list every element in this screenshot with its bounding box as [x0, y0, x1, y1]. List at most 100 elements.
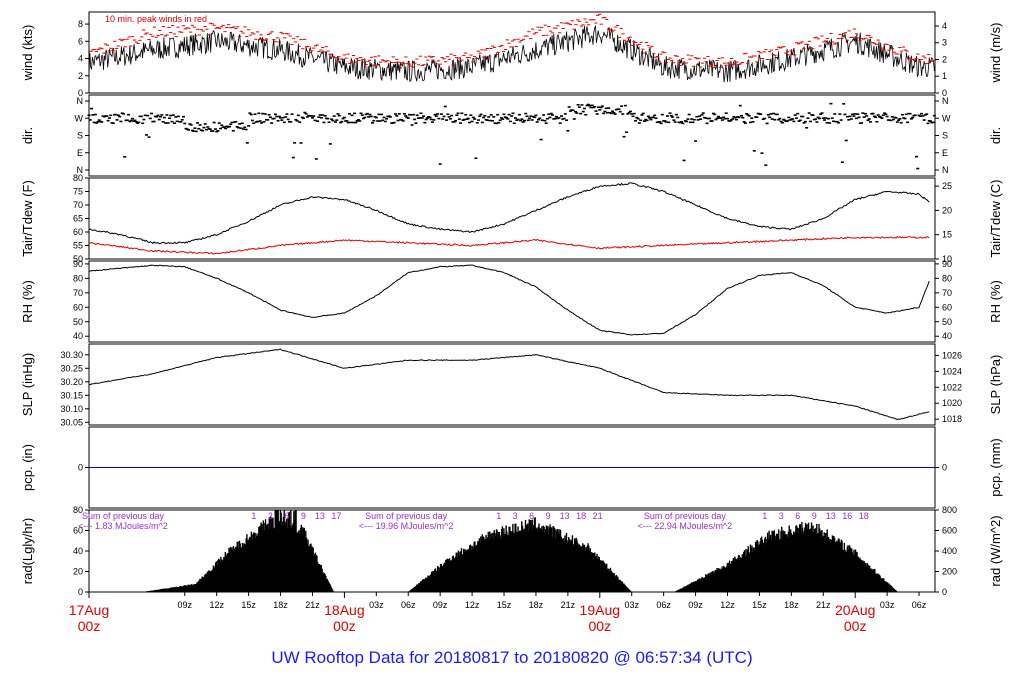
date-label: 19Aug: [580, 602, 620, 618]
ytick-label-left-rh: 70: [73, 288, 83, 298]
date-time-label: 00z: [333, 618, 356, 634]
ytick-label-right-wind: 2: [942, 54, 947, 64]
rad-sum-value: <--- 19.96 MJoules/m^2: [359, 521, 454, 531]
ytick-label-left-temp: 65: [73, 214, 83, 224]
xtick-label: 12z: [720, 600, 735, 610]
rad-hour-mark: 9: [812, 511, 817, 521]
rad-hour-mark: 21: [593, 511, 603, 521]
rad-hour-mark: 6: [284, 511, 289, 521]
date-time-label: 00z: [78, 618, 101, 634]
ylabel-left-rh: RH (%): [20, 280, 35, 323]
rad-sum-title: Sum of previous day: [365, 511, 448, 521]
panel-frame-temp: [88, 177, 936, 260]
rad-hour-mark: 1: [251, 511, 256, 521]
ylabel-left-rad: rad(Lgly/hr): [20, 518, 35, 584]
slp-series-slp: [88, 348, 930, 421]
ylabel-right-pcp: pcp. (mm): [988, 438, 1003, 497]
rad-hour-mark: 18: [859, 511, 869, 521]
rad-hour-mark: 6: [529, 511, 534, 521]
ytick-label-right-pcp: 0: [942, 463, 947, 473]
ytick-label-left-wind: 4: [78, 54, 83, 64]
xtick-label: 12z: [465, 600, 480, 610]
date-label: 18Aug: [324, 602, 364, 618]
rad-hour-mark: 18: [576, 511, 586, 521]
xtick-label: 09z: [433, 600, 448, 610]
ytick-label-left-temp: 75: [73, 187, 83, 197]
ytick-label-right-dir: S: [942, 131, 948, 141]
wind-annotation: 10 min. peak winds in red: [105, 14, 207, 24]
xtick-label: 21z: [305, 600, 320, 610]
xtick-label: 21z: [561, 600, 576, 610]
ytick-label-right-rh: 40: [942, 331, 952, 341]
ytick-label-right-rh: 80: [942, 273, 952, 283]
ylabel-right-rh: RH (%): [988, 280, 1003, 323]
xtick-label: 18z: [529, 600, 544, 610]
xtick-label: 21z: [816, 600, 831, 610]
ytick-label-left-rad: 20: [73, 567, 83, 577]
rad-hour-mark: 3: [779, 511, 784, 521]
ytick-label-left-wind: 6: [78, 36, 83, 46]
ytick-label-left-rad: 0: [78, 587, 83, 597]
ylabel-left-dir: dir.: [20, 127, 35, 144]
ytick-label-right-dir: W: [942, 113, 951, 123]
ytick-label-left-wind: 0: [78, 88, 83, 98]
ytick-label-right-rad: 600: [942, 526, 957, 536]
rad-hour-mark: 13: [560, 511, 570, 521]
rad-hour-mark: 1: [496, 511, 501, 521]
ytick-label-right-wind: 4: [942, 21, 947, 31]
ytick-label-right-rh: 50: [942, 317, 952, 327]
ytick-label-left-rh: 80: [73, 273, 83, 283]
ytick-label-right-dir: N: [942, 96, 949, 106]
ytick-label-left-rad: 60: [73, 526, 83, 536]
ytick-label-left-dir: N: [77, 165, 84, 175]
rad-hour-mark: 17: [331, 511, 341, 521]
panel-frame-rh: [88, 260, 936, 343]
page-title: UW Rooftop Data for 20180817 to 20180820…: [271, 648, 753, 667]
ytick-label-right-rad: 800: [942, 505, 957, 515]
wind-series-line: [88, 24, 935, 83]
xtick-label: 09z: [178, 600, 193, 610]
ytick-label-left-dir: N: [77, 96, 84, 106]
xtick-label: 03z: [369, 600, 384, 610]
ytick-label-right-rh: 70: [942, 288, 952, 298]
ytick-label-right-wind: 3: [942, 38, 947, 48]
ytick-label-left-temp: 80: [73, 173, 83, 183]
xtick-label: 12z: [209, 600, 224, 610]
ytick-label-right-dir: N: [942, 165, 949, 175]
ytick-label-right-rad: 0: [942, 587, 947, 597]
rh-series-rh: [88, 264, 930, 336]
rad-hour-mark: 3: [513, 511, 518, 521]
ytick-label-left-temp: 50: [73, 254, 83, 264]
rad-hour-mark: 13: [315, 511, 325, 521]
xtick-label: 09z: [688, 600, 703, 610]
ytick-label-right-rh: 60: [942, 302, 952, 312]
ytick-label-left-dir: W: [75, 113, 84, 123]
ytick-label-left-dir: S: [77, 131, 83, 141]
ylabel-left-temp: Tair/Tdew (F): [20, 180, 35, 257]
ytick-label-left-slp: 30.20: [60, 377, 83, 387]
xtick-label: 06z: [656, 600, 671, 610]
ytick-label-left-rad: 40: [73, 546, 83, 556]
ytick-label-right-slp: 1024: [942, 366, 962, 376]
xtick-label: 06z: [401, 600, 416, 610]
ytick-label-left-slp: 30.30: [60, 350, 83, 360]
ytick-label-right-wind: 1: [942, 71, 947, 81]
ytick-label-right-temp: 15: [942, 230, 952, 240]
date-label: 17Aug: [69, 602, 109, 618]
ytick-label-left-rh: 40: [73, 331, 83, 341]
panel-frame-dir: [88, 94, 936, 177]
ytick-label-left-rh: 90: [73, 259, 83, 269]
panel-frame-wind: [88, 11, 936, 94]
temp-series-tdew: [88, 236, 930, 255]
ytick-label-left-rh: 50: [73, 317, 83, 327]
rad-sum-value: <--- 1.83 MJoules/m^2: [78, 521, 168, 531]
ytick-label-left-pcp: 0: [78, 463, 83, 473]
ylabel-left-wind: wind (kts): [20, 25, 35, 82]
xtick-label: 18z: [784, 600, 799, 610]
ytick-label-left-slp: 30.25: [60, 363, 83, 373]
ytick-label-right-rad: 400: [942, 546, 957, 556]
ytick-label-right-temp: 20: [942, 205, 952, 215]
ytick-label-right-temp: 25: [942, 181, 952, 191]
ytick-label-right-slp: 1022: [942, 382, 962, 392]
